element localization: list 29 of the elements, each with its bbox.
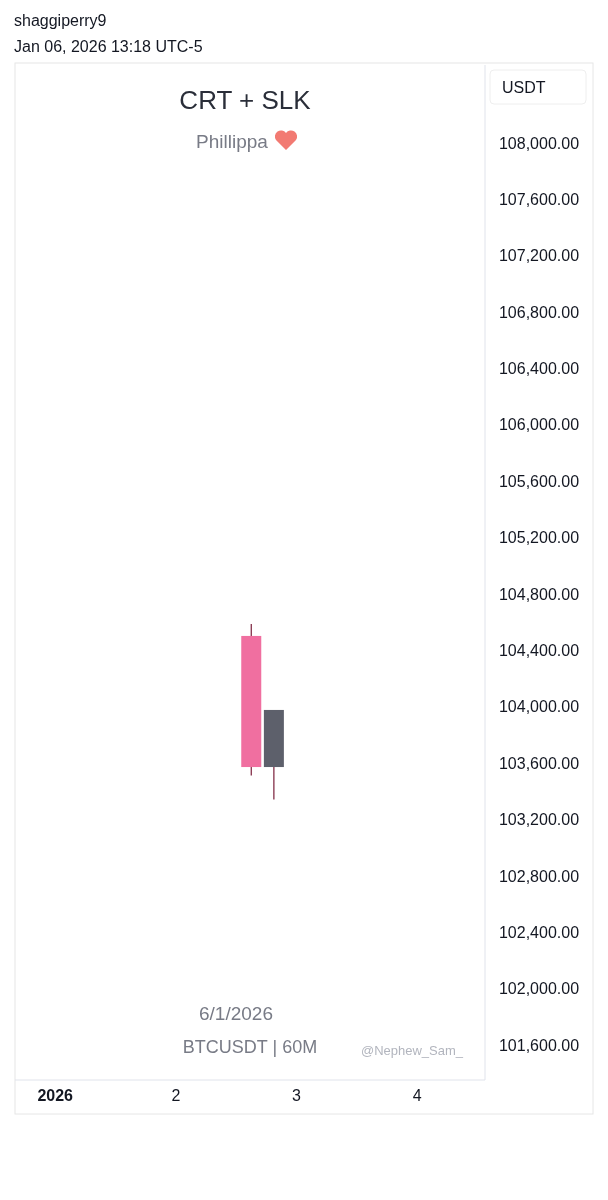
y-tick-label: 103,600.00 [498, 754, 580, 772]
y-tick-label: 106,000.00 [498, 416, 580, 434]
y-tick-label: 102,400.00 [498, 923, 580, 941]
y-tick-label: 101,600.00 [498, 1036, 580, 1054]
y-tick-label: 103,200.00 [498, 811, 580, 829]
y-tick-label: 106,800.00 [498, 303, 580, 321]
y-tick-label: 106,400.00 [498, 360, 580, 378]
annotation: @Nephew_Sam_ [360, 1043, 464, 1058]
y-tick-label: 102,000.00 [498, 980, 580, 998]
y-tick-label: 105,200.00 [498, 529, 580, 547]
annotation: 6/1/2026 [199, 1003, 273, 1024]
y-tick-label: 102,800.00 [498, 867, 580, 885]
y-tick-label: 104,400.00 [498, 642, 580, 660]
x-tick-label: 3 [292, 1087, 302, 1104]
x-tick-label: 2026 [37, 1087, 74, 1104]
x-tick-label: 2 [171, 1087, 181, 1104]
text: shaggiperry9 [14, 12, 107, 29]
y-tick-label: 105,600.00 [498, 472, 580, 490]
text: Jan 06, 2026 13:18 UTC-5 [14, 38, 203, 55]
y-tick-label: 104,000.00 [498, 698, 580, 716]
x-tick-label: 4 [412, 1087, 422, 1104]
y-tick-label: 107,200.00 [498, 247, 580, 265]
annotation: BTCUSDT | 60M [182, 1037, 318, 1057]
y-tick-label: 108,000.00 [498, 134, 580, 152]
y-axis-title: USDT [502, 79, 546, 96]
y-tick-label: 104,800.00 [498, 585, 580, 603]
text: Phillippa [196, 131, 269, 152]
y-tick-label: 107,600.00 [498, 190, 580, 208]
text: CRT + SLK [179, 85, 312, 115]
